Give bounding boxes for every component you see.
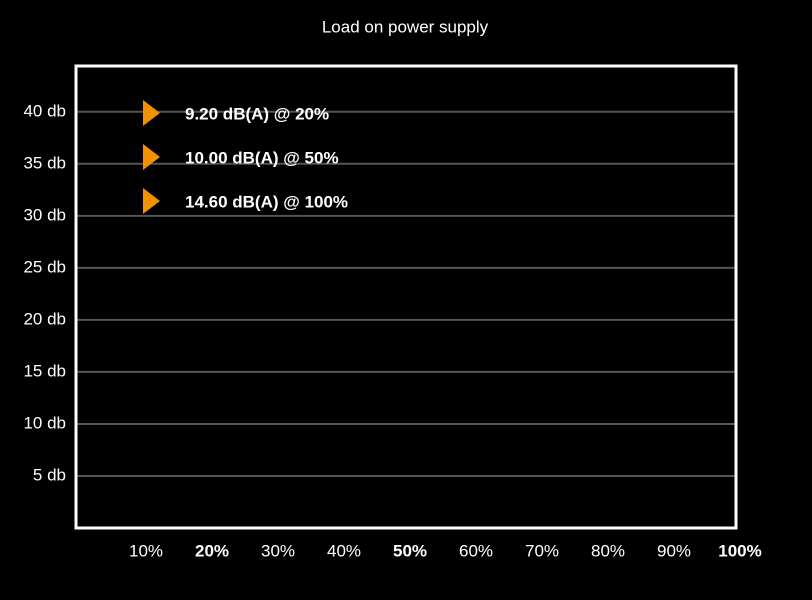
annotation-marker bbox=[143, 144, 160, 170]
y-tick-label: 25 db bbox=[23, 257, 66, 276]
annotation: 14.60 dB(A) @ 100% bbox=[185, 192, 348, 211]
x-tick-label: 10% bbox=[129, 541, 163, 560]
y-tick-label: 30 db bbox=[23, 205, 66, 224]
annotation-marker bbox=[143, 100, 160, 126]
y-tick-label: 40 db bbox=[23, 101, 66, 120]
y-tick-label: 5 db bbox=[33, 465, 66, 484]
x-tick-label: 20% bbox=[195, 541, 229, 560]
x-tick-label: 70% bbox=[525, 541, 559, 560]
plot-frame bbox=[74, 64, 738, 530]
x-tick-label: 40% bbox=[327, 541, 361, 560]
x-tick-label: 80% bbox=[591, 541, 625, 560]
y-tick-label: 35 db bbox=[23, 153, 66, 172]
chart-title: Load on power supply bbox=[322, 17, 489, 36]
y-tick-label: 20 db bbox=[23, 309, 66, 328]
x-tick-label: 60% bbox=[459, 541, 493, 560]
x-tick-label: 50% bbox=[393, 541, 427, 560]
y-tick-label: 15 db bbox=[23, 361, 66, 380]
annotation-marker bbox=[143, 188, 160, 214]
annotation: 10.00 dB(A) @ 50% bbox=[185, 148, 339, 167]
x-tick-label: 90% bbox=[657, 541, 691, 560]
annotation: 9.20 dB(A) @ 20% bbox=[185, 104, 329, 123]
x-tick-label: 100% bbox=[718, 541, 761, 560]
x-tick-label: 30% bbox=[261, 541, 295, 560]
y-tick-label: 10 db bbox=[23, 413, 66, 432]
